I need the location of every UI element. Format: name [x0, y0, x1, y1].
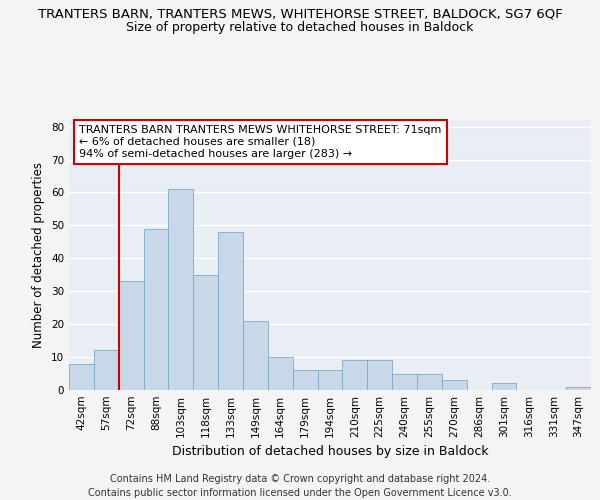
Bar [243, 321, 268, 390]
Y-axis label: Number of detached properties: Number of detached properties [32, 162, 46, 348]
Bar [143, 228, 169, 390]
Bar [417, 374, 442, 390]
Bar [343, 360, 367, 390]
Bar [491, 384, 517, 390]
Bar [69, 364, 94, 390]
Bar [193, 275, 218, 390]
Bar [268, 357, 293, 390]
Bar [94, 350, 119, 390]
Bar [169, 189, 193, 390]
Text: TRANTERS BARN TRANTERS MEWS WHITEHORSE STREET: 71sqm
← 6% of detached houses are: TRANTERS BARN TRANTERS MEWS WHITEHORSE S… [79, 126, 442, 158]
Text: Size of property relative to detached houses in Baldock: Size of property relative to detached ho… [127, 21, 473, 34]
Bar [218, 232, 243, 390]
Text: TRANTERS BARN, TRANTERS MEWS, WHITEHORSE STREET, BALDOCK, SG7 6QF: TRANTERS BARN, TRANTERS MEWS, WHITEHORSE… [38, 8, 562, 20]
Bar [367, 360, 392, 390]
Bar [293, 370, 317, 390]
Bar [392, 374, 417, 390]
Bar [119, 282, 143, 390]
Bar [566, 386, 591, 390]
X-axis label: Distribution of detached houses by size in Baldock: Distribution of detached houses by size … [172, 446, 488, 458]
Bar [317, 370, 343, 390]
Bar [442, 380, 467, 390]
Text: Contains HM Land Registry data © Crown copyright and database right 2024.
Contai: Contains HM Land Registry data © Crown c… [88, 474, 512, 498]
